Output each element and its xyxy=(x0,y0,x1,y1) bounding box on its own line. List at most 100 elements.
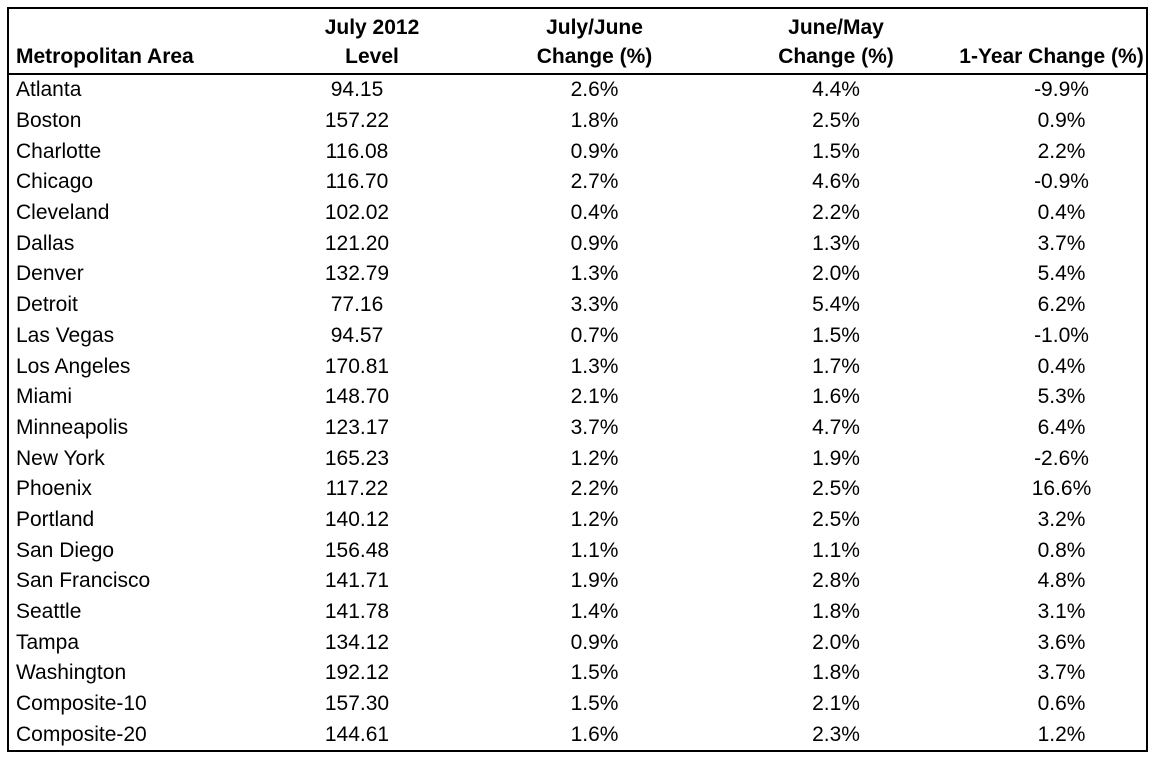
june-may-change-cell: 1.5% xyxy=(812,139,860,163)
level-cell: 140.12 xyxy=(324,507,390,531)
table-body: Atlanta 94.15 2.6% 4.4% -9.9% Boston 157.22 1.8… xyxy=(7,74,1148,750)
june-may-change-cell: 2.3% xyxy=(812,722,860,746)
one-year-change-cell: 2.2% xyxy=(1037,139,1086,163)
level-cell: 141.78 xyxy=(324,600,390,624)
metro-area-cell: Chicago xyxy=(16,170,94,194)
table-row: San Francisco 141.71 1.9% 2.8% 4.8% xyxy=(7,566,1148,597)
metro-area-cell: Dallas xyxy=(16,231,75,255)
one-year-change-cell: 6.2% xyxy=(1037,293,1086,317)
one-year-change-cell: -2.6% xyxy=(1034,446,1089,470)
column-header-line: June/May xyxy=(788,16,884,39)
level-cell: 94.57 xyxy=(330,323,384,347)
july-june-change-cell: 1.3% xyxy=(570,262,619,286)
table-row: Composite-20 144.61 1.6% 2.3% 1.2% xyxy=(7,719,1148,750)
metro-area-cell: Cleveland xyxy=(16,201,110,225)
july-june-change-cell: 0.9% xyxy=(570,231,619,255)
level-cell: 121.20 xyxy=(324,231,390,255)
one-year-change-cell: 0.4% xyxy=(1037,201,1086,225)
one-year-change-cell: 0.9% xyxy=(1037,109,1086,133)
table-row: Dallas 121.20 0.9% 1.3% 3.7% xyxy=(7,228,1148,259)
one-year-change-cell: 16.6% xyxy=(1031,477,1092,501)
metro-area-cell: Miami xyxy=(16,385,72,409)
table-row: Tampa 134.12 0.9% 2.0% 3.6% xyxy=(7,627,1148,658)
metro-area-cell: Minneapolis xyxy=(16,415,129,439)
metro-area-cell: New York xyxy=(16,446,105,470)
metro-area-cell: Washington xyxy=(16,661,127,685)
metro-area-cell: Composite-10 xyxy=(16,692,147,716)
one-year-change-cell: 3.1% xyxy=(1037,600,1086,624)
table-row: Phoenix 117.22 2.2% 2.5% 16.6% xyxy=(7,474,1148,505)
june-may-change-cell: 1.8% xyxy=(812,600,860,624)
july-june-change-cell: 2.7% xyxy=(570,170,619,194)
metro-area-cell: Atlanta xyxy=(16,78,82,102)
july-june-change-cell: 1.4% xyxy=(570,600,619,624)
july-june-change-cell: 0.9% xyxy=(570,630,619,654)
table-row: Portland 140.12 1.2% 2.5% 3.2% xyxy=(7,505,1148,536)
level-cell: 170.81 xyxy=(324,354,390,378)
column-header-line: Change (%) xyxy=(778,45,894,68)
metro-area-cell: Charlotte xyxy=(16,139,102,163)
column-header-line: Metropolitan Area xyxy=(16,45,194,68)
table-row: Composite-10 157.30 1.5% 2.1% 0.6% xyxy=(7,689,1148,720)
july-june-change-cell: 2.1% xyxy=(570,385,619,409)
table-row: San Diego 156.48 1.1% 1.1% 0.8% xyxy=(7,535,1148,566)
july-june-change-cell: 0.4% xyxy=(570,201,619,225)
table-row: Chicago 116.70 2.7% 4.6% -0.9% xyxy=(7,167,1148,198)
table-row: Denver 132.79 1.3% 2.0% 5.4% xyxy=(7,259,1148,290)
june-may-change-cell: 1.6% xyxy=(812,385,860,409)
one-year-change-cell: 3.7% xyxy=(1037,231,1086,255)
july-june-change-cell: 1.2% xyxy=(570,446,619,470)
level-cell: 157.30 xyxy=(324,692,390,716)
level-cell: 156.48 xyxy=(324,538,390,562)
june-may-change-cell: 2.1% xyxy=(812,692,860,716)
metro-area-cell: Seattle xyxy=(16,600,82,624)
one-year-change-cell: -1.0% xyxy=(1034,323,1089,347)
metro-area-cell: Detroit xyxy=(16,293,78,317)
july-june-change-cell: 3.3% xyxy=(570,293,619,317)
june-may-change-cell: 5.4% xyxy=(812,293,860,317)
table-row: Detroit 77.16 3.3% 5.4% 6.2% xyxy=(7,290,1148,321)
one-year-change-cell: -9.9% xyxy=(1034,78,1089,102)
june-may-change-cell: 1.7% xyxy=(812,354,860,378)
table-row: Miami 148.70 2.1% 1.6% 5.3% xyxy=(7,382,1148,413)
data-table: Metropolitan Area July 2012 Level July/J… xyxy=(7,7,1148,750)
column-header-line: July 2012 xyxy=(324,16,420,39)
july-june-change-cell: 3.7% xyxy=(570,415,619,439)
table-row: Boston 157.22 1.8% 2.5% 0.9% xyxy=(7,106,1148,137)
june-may-change-cell: 4.4% xyxy=(812,78,860,102)
metro-area-cell: Denver xyxy=(16,262,84,286)
one-year-change-cell: 4.8% xyxy=(1037,569,1086,593)
level-cell: 123.17 xyxy=(324,415,390,439)
one-year-change-cell: 0.8% xyxy=(1037,538,1086,562)
july-june-change-cell: 1.3% xyxy=(570,354,619,378)
one-year-change-cell: 5.3% xyxy=(1037,385,1086,409)
metro-area-cell: Tampa xyxy=(16,630,80,654)
column-header-line: Level xyxy=(345,45,399,68)
column-header-july-june-change: July/June Change (%) xyxy=(472,7,717,75)
table-row: Minneapolis 123.17 3.7% 4.7% 6.4% xyxy=(7,413,1148,444)
one-year-change-cell: 3.2% xyxy=(1037,507,1086,531)
level-cell: 132.79 xyxy=(324,262,390,286)
column-header-june-may-change: June/May Change (%) xyxy=(717,7,955,75)
table-row: Seattle 141.78 1.4% 1.8% 3.1% xyxy=(7,597,1148,628)
table-row: Cleveland 102.02 0.4% 2.2% 0.4% xyxy=(7,198,1148,229)
june-may-change-cell: 1.8% xyxy=(812,661,860,685)
level-cell: 116.70 xyxy=(325,170,389,194)
table-row: New York 165.23 1.2% 1.9% -2.6% xyxy=(7,443,1148,474)
level-cell: 165.23 xyxy=(324,446,390,470)
table-row: Charlotte 116.08 0.9% 1.5% 2.2% xyxy=(7,136,1148,167)
one-year-change-cell: -0.9% xyxy=(1034,170,1089,194)
table-row: Washington 192.12 1.5% 1.8% 3.7% xyxy=(7,658,1148,689)
level-cell: 134.12 xyxy=(324,630,390,654)
june-may-change-cell: 2.0% xyxy=(812,630,860,654)
june-may-change-cell: 2.5% xyxy=(812,507,860,531)
one-year-change-cell: 6.4% xyxy=(1037,415,1086,439)
june-may-change-cell: 1.3% xyxy=(812,231,860,255)
june-may-change-cell: 2.2% xyxy=(812,201,860,225)
june-may-change-cell: 2.5% xyxy=(812,109,860,133)
level-cell: 102.02 xyxy=(324,201,390,225)
metro-area-cell: San Diego xyxy=(16,538,115,562)
table-row: Atlanta 94.15 2.6% 4.4% -9.9% xyxy=(7,74,1148,106)
one-year-change-cell: 0.4% xyxy=(1037,354,1086,378)
level-cell: 144.61 xyxy=(324,722,390,746)
